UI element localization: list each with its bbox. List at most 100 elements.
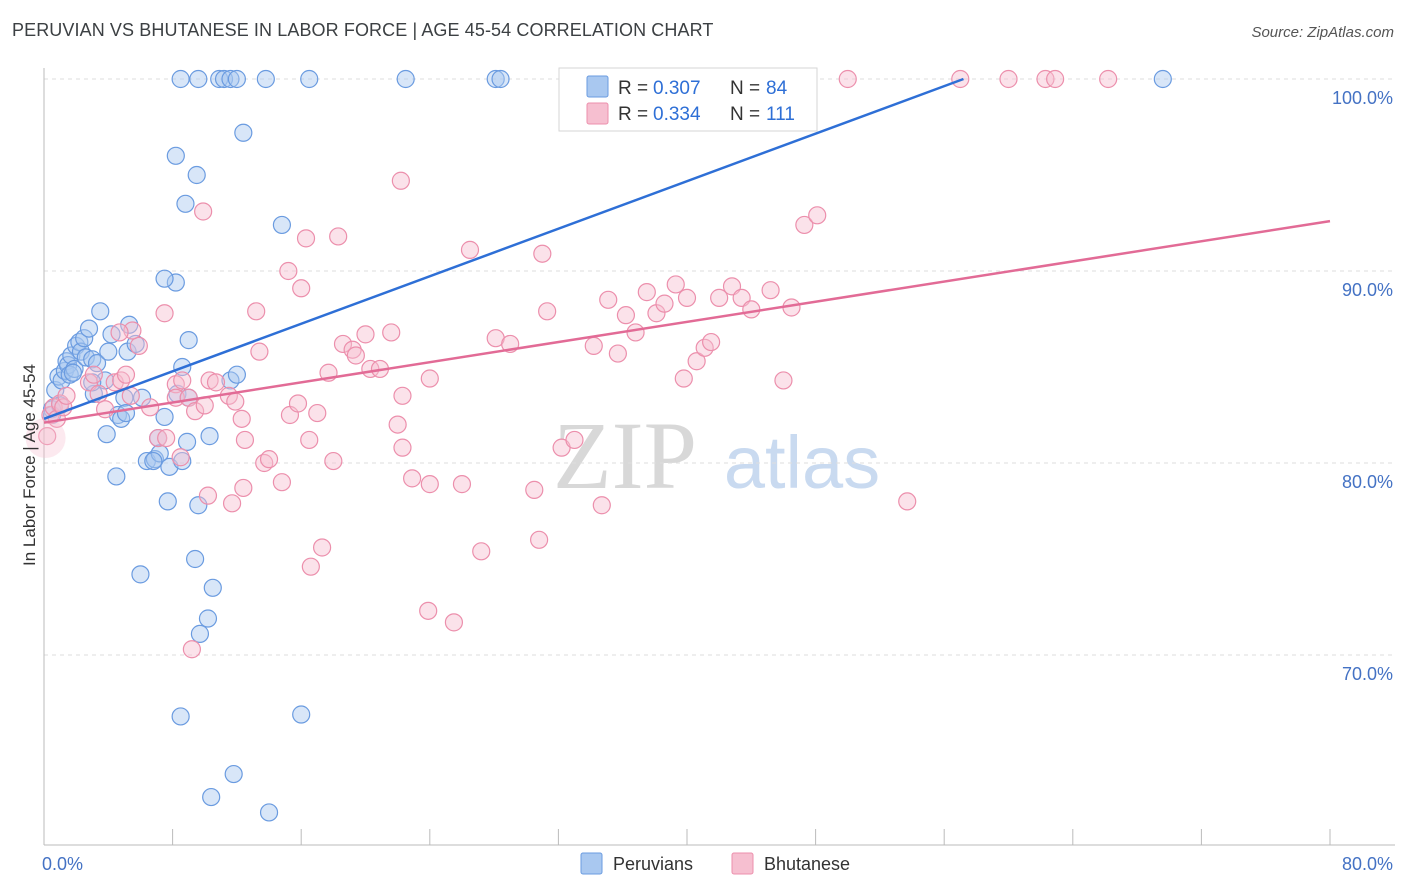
peruvians-point xyxy=(171,69,190,89)
peruvians-point xyxy=(99,342,118,361)
series-legend-swatch-peruvians xyxy=(580,852,603,875)
bhutanese-point xyxy=(288,394,308,413)
bhutanese-point xyxy=(296,229,316,248)
legend-n-label-peruvians: N = xyxy=(730,78,760,99)
bhutanese-point xyxy=(1036,69,1055,89)
peruvians-point xyxy=(166,146,185,165)
peruvians-point xyxy=(126,334,145,354)
bhutanese-cluster-point xyxy=(25,418,66,459)
peruvians-point xyxy=(221,69,240,89)
peruvians-point xyxy=(97,425,116,444)
peruvians-point xyxy=(203,578,222,597)
peruvians-point xyxy=(189,69,208,89)
bhutanese-point xyxy=(898,492,917,511)
axes xyxy=(43,68,1395,846)
peruvians-point xyxy=(486,69,505,89)
peruvians-point xyxy=(292,705,311,724)
bhutanese-point xyxy=(272,473,292,492)
bhutanese-point xyxy=(616,306,636,325)
peruvians-point xyxy=(177,432,197,451)
gridlines xyxy=(44,78,1395,656)
peruvians-point xyxy=(79,319,99,338)
bhutanese-point xyxy=(565,430,584,450)
peruvians-point xyxy=(396,69,415,89)
bhutanese-point xyxy=(710,288,729,307)
peruvians-point xyxy=(120,315,139,334)
watermark-atlas: atlas xyxy=(724,421,880,504)
bhutanese-point xyxy=(329,227,348,246)
bhutanese-point xyxy=(599,290,618,309)
legend-n-label-bhutanese: N = xyxy=(730,104,760,125)
bhutanese-point xyxy=(301,557,320,576)
bhutanese-point xyxy=(637,283,656,302)
bhutanese-point xyxy=(388,415,407,434)
peruvians-point xyxy=(186,549,205,569)
peruvians-point xyxy=(214,69,234,89)
y-tick-labels: 70.0% 80.0% 90.0% 100.0% xyxy=(1332,88,1393,684)
correlation-legend: R = 0.307 N = 84 R = 0.334 N = 111 xyxy=(558,67,818,132)
peruvians-point xyxy=(272,215,292,235)
peruvians-point xyxy=(224,764,243,784)
peruvians-point xyxy=(158,492,177,511)
peruvians-point xyxy=(300,69,319,89)
bhutanese-point xyxy=(112,371,131,390)
bhutanese-point xyxy=(84,365,103,384)
peruvians-point xyxy=(189,496,208,515)
peruvians-point xyxy=(144,451,163,471)
bhutanese-point xyxy=(200,371,219,390)
peruvians-point xyxy=(200,427,219,446)
bhutanese-point xyxy=(110,323,129,342)
peruvians-point xyxy=(227,69,246,89)
bhutanese-point xyxy=(742,300,761,319)
peruvians-point xyxy=(166,273,185,292)
bhutanese-point xyxy=(584,336,603,355)
bhutanese-point xyxy=(655,294,674,313)
bhutanese-point xyxy=(194,202,213,221)
bhutanese-point xyxy=(173,371,192,390)
series-legend-swatch-bhutanese xyxy=(731,852,754,875)
peruvians-point xyxy=(190,624,210,643)
x-tick-label: 80.0% xyxy=(1342,854,1393,874)
bhutanese-point xyxy=(444,613,464,632)
bhutanese-point xyxy=(292,279,311,298)
bhutanese-point xyxy=(838,69,857,89)
peruvians-point xyxy=(87,354,107,373)
bhutanese-point xyxy=(393,438,412,457)
bhutanese-point xyxy=(226,392,245,411)
bhutanese-point xyxy=(171,448,190,467)
peruvians-point xyxy=(259,803,279,822)
bhutanese-point xyxy=(247,302,266,321)
bhutanese-point xyxy=(460,240,480,259)
peruvians-point xyxy=(91,302,110,321)
peruvians-point xyxy=(63,363,83,382)
x-tick-label: 0.0% xyxy=(42,854,83,874)
bhutanese-point xyxy=(674,369,693,388)
peruvians-point xyxy=(75,329,94,348)
bhutanese-point xyxy=(235,430,255,450)
peruvians-point xyxy=(131,565,150,584)
peruvians-point xyxy=(155,407,174,427)
bhutanese-point xyxy=(420,369,439,388)
bhutanese-point xyxy=(232,409,251,428)
peruvians-point xyxy=(1153,69,1172,89)
bhutanese-point xyxy=(472,542,491,561)
bhutanese-point xyxy=(538,302,557,321)
bhutanese-point xyxy=(129,336,148,355)
bhutanese-point xyxy=(530,530,549,549)
legend-r-value-peruvians: 0.307 xyxy=(653,78,701,99)
peruvians-point xyxy=(202,787,221,807)
y-tick-label: 90.0% xyxy=(1342,280,1393,300)
bhutanese-point xyxy=(198,486,218,505)
bhutanese-point xyxy=(1046,69,1065,89)
peruvians-point xyxy=(491,69,510,89)
bhutanese-point xyxy=(761,281,780,300)
bhutanese-point xyxy=(677,288,697,307)
peruvians-point xyxy=(198,609,218,628)
bhutanese-point xyxy=(116,365,136,384)
watermark: ZIP atlas xyxy=(553,402,880,509)
peruvians-trendline xyxy=(43,77,964,421)
bhutanese-trendline xyxy=(43,219,1331,424)
bhutanese-point xyxy=(626,323,645,342)
peruvians-point xyxy=(60,365,79,384)
